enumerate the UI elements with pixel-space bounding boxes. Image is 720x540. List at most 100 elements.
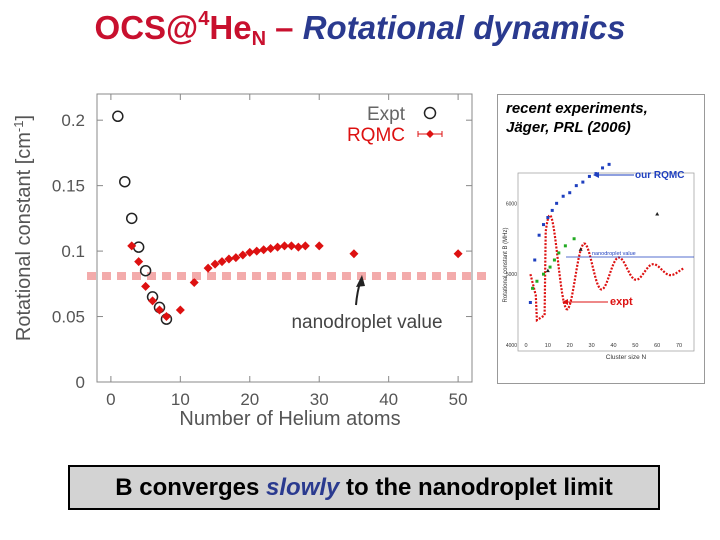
title-part1: OCS@ [94, 9, 199, 46]
rqmc-point [148, 296, 158, 306]
expt-point [125, 212, 138, 225]
inset-y-tick-label: 4000 [506, 343, 517, 349]
conclusion-before: B converges [115, 474, 267, 501]
inset-triangle-series [545, 211, 660, 273]
y-tick-label: 0.05 [52, 308, 85, 327]
rqmc-point [314, 241, 324, 251]
inset-y-ticks: 6000 5000 4000 [506, 201, 517, 349]
inset-x-tick-label: 50 [632, 343, 638, 349]
title-part2: He [209, 9, 252, 46]
y-axis-label-main: Rotational constant [cm [13, 132, 35, 341]
y-axis-ticks: 0 0.05 0.1 0.15 0.2 [52, 111, 472, 392]
y-tick-label: 0.2 [61, 111, 85, 130]
inset-rqmc-arrowhead [593, 172, 599, 178]
inset-nanodroplet-label: nanodroplet value [592, 251, 636, 257]
annotation-text: nanodroplet value [291, 312, 442, 333]
inset-green-point [535, 279, 539, 283]
nanodroplet-reference-line [87, 272, 492, 280]
legend-marker-rqmc [426, 130, 434, 138]
inset-rqmc-point [528, 301, 532, 304]
x-axis-label: Number of Helium atoms [179, 408, 400, 430]
inset-rqmc-label: our RQMC [635, 170, 684, 181]
y-axis-label: Rotational constant [cm-1] [11, 115, 35, 341]
rqmc-point [141, 281, 151, 291]
rqmc-point [231, 253, 241, 263]
annotation-arrowhead [356, 275, 365, 287]
inset-rqmc-point [574, 184, 578, 188]
x-tick-label: 40 [379, 390, 398, 409]
inset-rqmc-point [533, 258, 537, 262]
x-tick-label: 50 [449, 390, 468, 409]
rqmc-point [210, 259, 220, 269]
inset-y-tick-label: 6000 [506, 201, 517, 207]
rqmc-point [155, 305, 164, 315]
y-tick-label: 0 [76, 373, 85, 392]
rqmc-point [224, 254, 234, 264]
inset-x-tick-label: 60 [654, 343, 660, 349]
main-chart: 0 0.05 0.1 0.15 0.2 0 10 20 30 40 50 Rotational c… [11, 93, 492, 430]
title-sup: 4 [198, 8, 210, 30]
inset-rqmc-point [587, 174, 591, 178]
rqmc-point [189, 278, 199, 288]
inset-rqmc-point [546, 216, 550, 219]
inset-x-tick-label: 10 [545, 343, 551, 349]
rqmc-series [127, 241, 463, 322]
inset-rqmc-point [581, 180, 585, 184]
inset-y-label: Rotational constant B (MHz) [503, 227, 509, 302]
rqmc-point [453, 249, 463, 259]
rqmc-point [245, 247, 255, 257]
inset-rqmc-point [550, 208, 554, 212]
inset-rqmc-point [568, 191, 572, 195]
legend-label-expt: Expt [367, 104, 406, 125]
inset-triangle-point [545, 268, 550, 273]
inset-x-ticks: 0 10 20 30 40 50 60 70 [524, 343, 682, 349]
inset-rqmc-point [541, 223, 545, 227]
x-tick-label: 20 [240, 390, 259, 409]
nanodroplet-annotation: nanodroplet value [291, 275, 443, 333]
rqmc-point [273, 242, 283, 252]
inset-figure: 6000 5000 4000 0 10 20 30 40 50 60 70 Rotational … [497, 94, 705, 384]
rqmc-point [203, 263, 213, 273]
rqmc-point [259, 245, 269, 255]
rqmc-point [127, 241, 137, 251]
inset-expt-label: expt [610, 296, 633, 308]
inset-x-tick-label: 40 [610, 343, 616, 349]
rqmc-point [217, 257, 227, 267]
inset-rqmc-point [561, 194, 565, 198]
title-part3: Rotational dynamics [302, 9, 626, 46]
inset-caption-line2: Jäger, PRL (2006) [506, 119, 631, 136]
rqmc-point [266, 243, 276, 253]
inset-green-point [552, 258, 556, 262]
inset-caption-line1: recent experiments, [506, 100, 648, 117]
inset-green-point [557, 251, 561, 255]
inset-rqmc-point [555, 201, 559, 205]
inset-rqmc-point [607, 162, 611, 166]
rqmc-point [238, 250, 248, 260]
y-tick-label: 0.15 [52, 177, 85, 196]
rqmc-point [161, 312, 171, 322]
y-axis-label-end: ] [13, 115, 35, 121]
expt-point [139, 264, 152, 277]
inset-rqmc-point [601, 166, 605, 170]
rqmc-point [300, 241, 310, 251]
inset-plot: 6000 5000 4000 0 10 20 30 40 50 60 70 Rotational … [503, 162, 695, 361]
rqmc-point [252, 246, 262, 256]
rqmc-point [293, 242, 303, 252]
inset-x-label: Cluster size N [606, 354, 647, 361]
legend-label-rqmc: RQMC [347, 125, 405, 146]
inset-expt-curve [529, 213, 684, 323]
x-tick-label: 0 [106, 390, 115, 409]
title-dash: – [266, 9, 303, 46]
inset-y-tick-label: 5000 [506, 272, 517, 278]
rqmc-point [134, 257, 144, 267]
inset-x-tick-label: 0 [524, 343, 527, 349]
inset-green-point [572, 237, 576, 241]
x-tick-label: 10 [171, 390, 190, 409]
inset-green-point [531, 286, 535, 290]
conclusion-box: B converges slowly to the nanodroplet li… [68, 465, 660, 510]
inset-caption: recent experiments, Jäger, PRL (2006) [506, 99, 648, 137]
legend-marker-expt [423, 106, 437, 120]
conclusion-after: to the nanodroplet limit [339, 474, 613, 501]
inset-green-point [541, 272, 545, 276]
inset-triangle-point [578, 247, 583, 251]
